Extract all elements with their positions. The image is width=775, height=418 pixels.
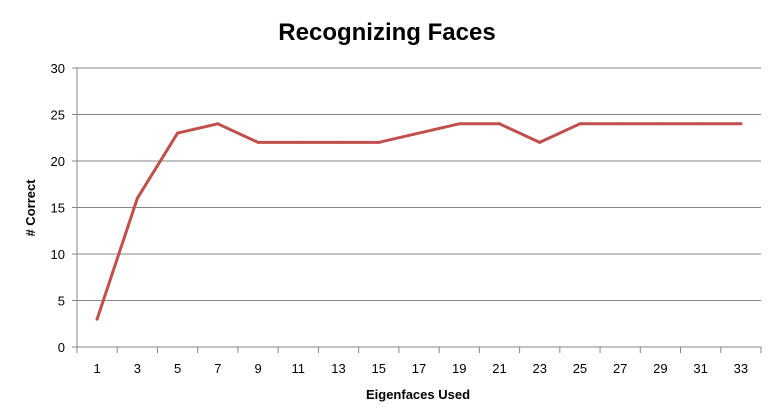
- series-line: [95, 122, 743, 321]
- series-layer: [95, 122, 743, 321]
- x-tick-label: 25: [573, 361, 587, 376]
- x-tick-label: 1: [94, 361, 101, 376]
- gridlines: [77, 67, 761, 301]
- x-tick-label: 23: [532, 361, 546, 376]
- x-axis-title: Eigenfaces Used: [366, 387, 470, 402]
- data-point: [296, 140, 300, 144]
- x-tick-label: 11: [292, 361, 306, 376]
- data-point: [538, 140, 542, 144]
- x-tick-label: 9: [254, 361, 261, 376]
- y-tick-label: 15: [51, 201, 65, 216]
- data-point: [135, 196, 139, 200]
- data-point: [457, 122, 461, 126]
- data-point: [578, 122, 582, 126]
- data-point: [337, 140, 341, 144]
- data-point: [216, 122, 220, 126]
- x-tick-label: 31: [693, 361, 707, 376]
- chart-title: Recognizing Faces: [278, 19, 495, 46]
- x-tick-label: 15: [372, 361, 386, 376]
- data-point: [497, 122, 501, 126]
- x-tick-label: 21: [492, 361, 506, 376]
- axes: [72, 67, 762, 353]
- x-tick-label: 33: [734, 361, 748, 376]
- x-tick-label: 19: [452, 361, 466, 376]
- y-tick-label: 5: [58, 294, 65, 309]
- data-point: [618, 122, 622, 126]
- data-point: [95, 317, 99, 321]
- data-point: [176, 131, 180, 135]
- x-tick-label: 5: [174, 361, 181, 376]
- data-point: [699, 122, 703, 126]
- x-tick-label: 17: [412, 361, 426, 376]
- y-tick-label: 25: [51, 108, 65, 123]
- data-point: [256, 140, 260, 144]
- y-tick-label: 20: [51, 154, 65, 169]
- y-axis-title: # Correct: [23, 179, 38, 237]
- y-tick-label: 30: [51, 61, 65, 76]
- y-tick-label: 0: [58, 340, 65, 355]
- data-point: [417, 131, 421, 135]
- x-tick-label: 29: [653, 361, 667, 376]
- x-tick-label: 3: [134, 361, 141, 376]
- y-tick-label: 10: [51, 247, 65, 262]
- data-point: [739, 122, 743, 126]
- data-point: [658, 122, 662, 126]
- x-tick-label: 7: [214, 361, 221, 376]
- x-tick-label: 13: [331, 361, 345, 376]
- x-tick-label: 27: [613, 361, 627, 376]
- data-point: [377, 140, 381, 144]
